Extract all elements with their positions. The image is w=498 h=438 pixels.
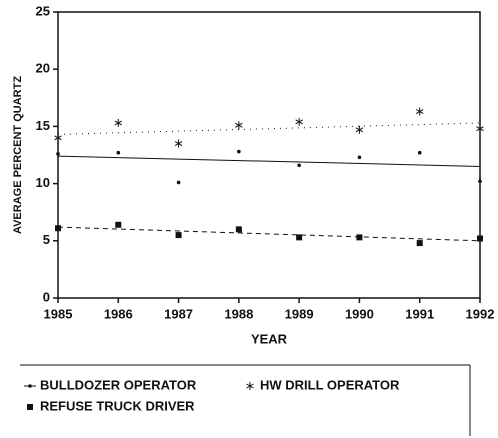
y-tick-label: 5 xyxy=(43,232,50,247)
point xyxy=(116,150,121,155)
x-tick-label: 1987 xyxy=(164,306,193,321)
trend-line xyxy=(57,155,481,167)
legend-marker xyxy=(28,384,32,388)
x-tick-label: 1989 xyxy=(285,306,314,321)
point xyxy=(476,124,484,133)
point xyxy=(176,180,181,185)
point xyxy=(357,155,362,160)
point xyxy=(477,235,483,242)
point xyxy=(237,149,241,154)
x-tick-label: 1986 xyxy=(104,306,133,321)
y-tick-label: 15 xyxy=(36,118,50,133)
asterisk-stroke xyxy=(54,135,62,141)
point xyxy=(115,221,122,228)
point xyxy=(235,226,242,233)
asterisk-stroke xyxy=(174,141,183,146)
point xyxy=(56,152,60,156)
point xyxy=(355,125,364,134)
point xyxy=(297,163,301,168)
legend-marker xyxy=(246,382,254,390)
point xyxy=(356,234,363,241)
point xyxy=(175,232,182,239)
x-tick-label: 1990 xyxy=(345,306,374,321)
trend-line xyxy=(57,226,481,242)
x-axis-label: YEAR xyxy=(251,331,288,346)
point xyxy=(55,225,61,232)
legend-marker xyxy=(27,404,33,410)
point xyxy=(174,139,183,148)
point xyxy=(417,150,422,155)
y-axis-label: AVERAGE PERCENT QUARTZ xyxy=(12,76,24,234)
y-tick-label: 0 xyxy=(43,289,50,304)
asterisk-stroke xyxy=(295,119,303,125)
point xyxy=(295,117,303,126)
point xyxy=(478,179,482,184)
point xyxy=(235,121,243,130)
legend-label: HW DRILL OPERATOR xyxy=(260,377,400,392)
asterisk-stroke xyxy=(246,383,254,389)
y-tick-label: 10 xyxy=(36,175,50,190)
legend-label: BULLDOZER OPERATOR xyxy=(40,377,197,392)
point xyxy=(296,234,303,241)
asterisk-stroke xyxy=(235,122,243,128)
asterisk-stroke xyxy=(476,126,484,132)
x-tick-label: 1992 xyxy=(466,306,495,321)
x-tick-label: 1988 xyxy=(224,306,253,321)
y-tick-label: 25 xyxy=(36,3,50,18)
point xyxy=(114,118,123,127)
asterisk-stroke xyxy=(415,109,424,114)
point xyxy=(54,133,62,142)
asterisk-stroke xyxy=(114,120,123,126)
y-tick-label: 20 xyxy=(36,61,50,76)
point xyxy=(415,107,424,116)
point xyxy=(416,240,423,247)
x-tick-label: 1985 xyxy=(44,306,73,321)
x-tick-label: 1991 xyxy=(405,306,434,321)
legend-label: REFUSE TRUCK DRIVER xyxy=(40,398,195,413)
plot-frame xyxy=(57,11,481,299)
asterisk-stroke xyxy=(355,127,364,133)
